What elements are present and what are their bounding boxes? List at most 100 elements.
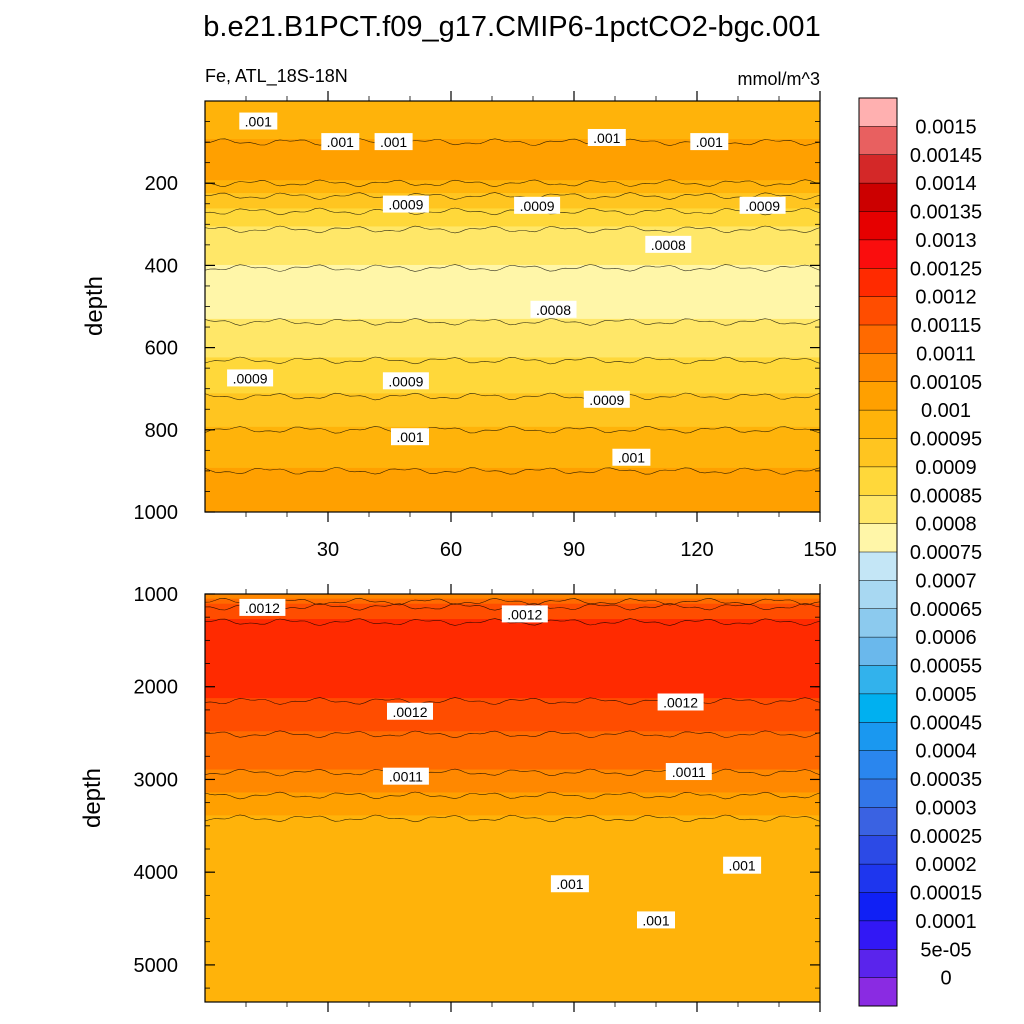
upper-x-tick-label: 120 [680, 539, 713, 561]
upper-y-tick-label: 800 [145, 420, 178, 442]
upper-x-tick-label: 90 [563, 539, 585, 561]
colorbar-swatch [859, 920, 897, 950]
upper-contour-label-text: .001 [618, 450, 645, 466]
upper-contour-label: .001 [239, 112, 278, 130]
upper-contour-label-box [374, 133, 413, 151]
lower-contour-band [205, 731, 820, 776]
upper-contour-label-text: .0009 [233, 370, 268, 386]
upper-contour-band [205, 226, 820, 271]
upper-contour-label-text: .001 [327, 134, 354, 150]
colorbar-label: 0.0001 [915, 911, 976, 933]
colorbar-swatch [859, 296, 897, 326]
colorbar-label: 0.0006 [915, 627, 976, 649]
colorbar-swatch [859, 154, 897, 184]
lower-contour-label: .0012 [387, 702, 433, 720]
lower-contour-label-text: .001 [728, 858, 755, 874]
lower-contour-band [205, 698, 820, 738]
colorbar-swatch [859, 977, 897, 1007]
upper-contour-line [205, 225, 820, 234]
upper-contour-label-text: .001 [696, 134, 723, 150]
upper-contour-label: .001 [321, 133, 360, 151]
colorbar-label: 0.0004 [915, 741, 976, 763]
colorbar-label: 0.00115 [911, 315, 982, 337]
lower-contour-field: .0012 .0012 .0012 .0012 .0011 .0011 .001 .001 .0… [205, 594, 820, 1002]
upper-contour-label-box [382, 372, 429, 390]
upper-contour-label-box [645, 235, 692, 253]
colorbar-swatch [859, 835, 897, 865]
upper-contour-label: .0009 [514, 196, 561, 214]
upper-y-tick-label: 1000 [134, 502, 179, 524]
lower-y-axis-label: depth [79, 768, 106, 828]
colorbar-label: 0.00145 [910, 145, 982, 167]
colorbar-label: 0.001 [921, 400, 971, 422]
colorbar-frame [858, 97, 898, 1007]
colorbar-label: 0.0005 [915, 684, 976, 706]
upper-contour-band [205, 357, 820, 400]
colorbar-label: 0.00025 [910, 826, 982, 848]
colorbar-swatch [859, 325, 897, 354]
lower-contour-label-box [550, 875, 589, 893]
lower-contour-label-text: .001 [642, 912, 669, 928]
upper-contour-label-text: .0009 [388, 373, 423, 389]
upper-contour-band [205, 318, 820, 364]
upper-contour-line [205, 356, 820, 365]
upper-contour-label: .001 [587, 128, 626, 146]
colorbar-swatch [859, 722, 897, 752]
lower-contour-line [205, 730, 820, 739]
upper-contour-label: .001 [612, 448, 651, 466]
upper-contour-label-text: .001 [380, 134, 407, 150]
colorbar-swatch [859, 410, 897, 439]
upper-contour-band [205, 426, 820, 474]
upper-contour-label-box [612, 448, 651, 466]
upper-contour-label-box [587, 128, 626, 146]
upper-contour-label-box [530, 300, 577, 318]
upper-contour-label-text: .0008 [651, 237, 686, 253]
upper-contour-label-box [690, 133, 729, 151]
upper-contour-label-box [239, 112, 278, 130]
lower-contour-label: .0011 [665, 763, 712, 781]
upper-contour-label: .001 [391, 428, 429, 446]
colorbar-label: 0.0009 [915, 457, 976, 479]
colorbar-swatch [859, 268, 897, 298]
colorbar-swatch [859, 183, 897, 212]
colorbar-label: 0.00065 [910, 599, 982, 621]
lower-y-tick-label: 3000 [134, 769, 179, 791]
upper-contour-line [205, 318, 820, 326]
upper-contour-label: .0009 [227, 369, 274, 387]
colorbar-label: 0.0014 [915, 173, 976, 195]
upper-contour-line [205, 264, 820, 272]
colorbar-swatch [859, 637, 897, 666]
colorbar-swatch [859, 438, 897, 468]
colorbar-label: 0.00075 [910, 542, 982, 564]
lower-contour-label-box [382, 767, 429, 785]
colorbar-label: 0.00105 [910, 372, 982, 394]
lower-contour-label-box [239, 598, 286, 616]
upper-contour-label-box [227, 369, 274, 387]
upper-contour-label: .001 [374, 133, 413, 151]
colorbar-label: 0 [940, 968, 951, 990]
colorbar-label: 0.0011 [916, 343, 976, 365]
colorbar-swatch [859, 211, 897, 241]
upper-contour-label: .0008 [530, 300, 577, 318]
lower-contour-label-text: .0011 [389, 769, 423, 785]
lower-y-tick-label: 2000 [134, 677, 179, 699]
colorbar-swatch [859, 523, 897, 553]
upper-contour-label-text: .0009 [388, 197, 423, 213]
colorbar-label: 0.00055 [910, 656, 982, 678]
upper-contour-line [205, 179, 820, 188]
colorbar-swatch [859, 381, 897, 411]
colorbar-swatch [859, 466, 897, 496]
lower-contour-label: .0011 [382, 767, 429, 785]
colorbar-swatch [859, 665, 897, 695]
upper-contour-label-text: .0008 [536, 302, 571, 318]
lower-contour-label: .0012 [239, 598, 286, 616]
colorbar-swatch [859, 552, 897, 581]
upper-contour-label-text: .001 [593, 130, 620, 146]
upper-contour-band [205, 467, 820, 512]
lower-contour-line [205, 791, 820, 800]
upper-contour-label-box [514, 196, 561, 214]
lower-y-tick-label: 4000 [134, 862, 179, 884]
chart-title: b.e21.B1PCT.f09_g17.CMIP6-1pctCO2-bgc.00… [203, 11, 820, 43]
upper-contour-line [205, 467, 820, 475]
